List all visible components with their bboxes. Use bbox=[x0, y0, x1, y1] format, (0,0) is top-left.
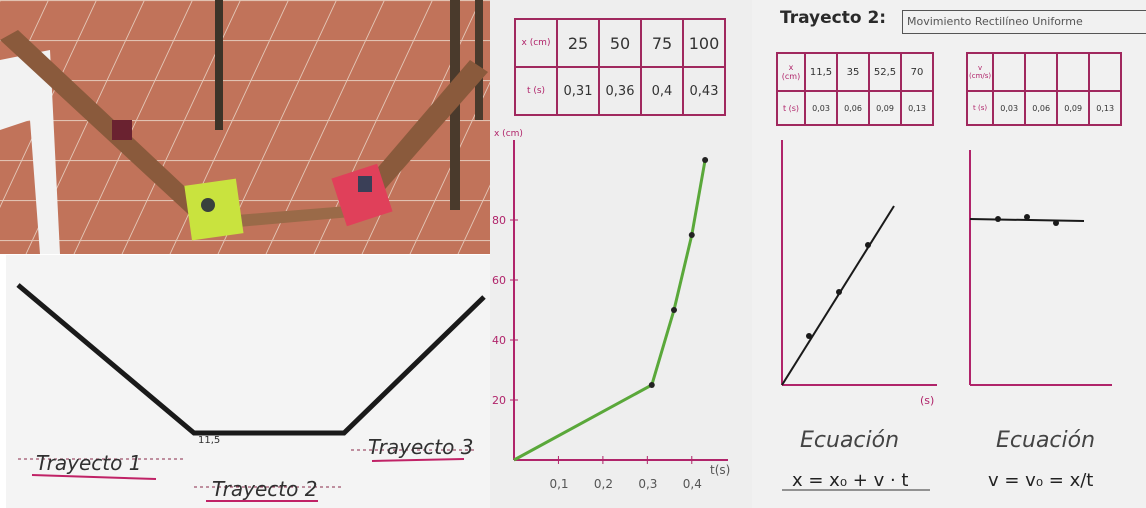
section-3-label: Trayecto 3 bbox=[368, 435, 474, 459]
x-value: 75 bbox=[640, 18, 684, 68]
table-row: t (s) 0,03 0,06 0,09 0,13 bbox=[776, 90, 934, 126]
position-time-graph: x (cm) 25 50 75 100 t (s) 0,31 0,36 0,4 … bbox=[490, 0, 752, 508]
track-profile bbox=[16, 283, 486, 436]
velocity-table: v (cm/s) t (s) 0,03 0,06 0,09 0,13 bbox=[965, 52, 1123, 126]
left-ramp bbox=[0, 30, 215, 225]
x-tick-label: 0,1 bbox=[549, 477, 568, 491]
data-point bbox=[836, 289, 842, 295]
equation-label-1: Ecuación bbox=[800, 428, 900, 453]
x-value: 50 bbox=[598, 18, 642, 68]
stool-leg bbox=[215, 0, 223, 130]
notes-graphs bbox=[781, 140, 1112, 491]
t-value: 0,06 bbox=[1024, 90, 1059, 126]
right-ramp bbox=[350, 60, 488, 212]
x-value: 35 bbox=[836, 52, 870, 92]
v-cell bbox=[992, 52, 1027, 92]
y-tick-label: 40 bbox=[492, 334, 506, 347]
data-point bbox=[688, 232, 695, 238]
sensor-dot bbox=[201, 198, 215, 212]
v-header: v (cm/s) bbox=[965, 52, 995, 92]
axis-label-t: (s) bbox=[920, 394, 935, 407]
t-value: 0,13 bbox=[900, 90, 934, 126]
v-cell bbox=[1088, 52, 1123, 92]
t-value: 0,36 bbox=[598, 66, 642, 116]
x-value: 52,5 bbox=[868, 52, 902, 92]
tile-floor bbox=[0, 0, 490, 254]
table-row: v (cm/s) bbox=[965, 52, 1123, 92]
t-value: 0,09 bbox=[868, 90, 902, 126]
t-value: 0,31 bbox=[556, 66, 600, 116]
data-point bbox=[806, 333, 812, 339]
red-card bbox=[331, 163, 393, 227]
x-value: 25 bbox=[556, 18, 600, 68]
start-value-label: 11,5 bbox=[198, 435, 221, 446]
track-sketch: Trayecto 1 Trayecto 2 Trayecto 3 11,5 bbox=[6, 255, 490, 508]
equation-1: x = x₀ + v · t bbox=[792, 470, 909, 491]
t-header: t (s) bbox=[965, 90, 995, 126]
sensor-dot bbox=[358, 176, 372, 192]
equation-2: v = v₀ = x/t bbox=[988, 470, 1094, 491]
white-chair bbox=[0, 50, 60, 254]
x-value: 70 bbox=[900, 52, 934, 92]
graph-data-table: x (cm) 25 50 75 100 t (s) 0,31 0,36 0,4 … bbox=[514, 18, 726, 116]
green-card bbox=[184, 178, 244, 241]
x-tick-label: 0,2 bbox=[594, 477, 613, 491]
x-tick-label: 0,3 bbox=[638, 477, 657, 491]
ramp-photo-drawing bbox=[0, 0, 490, 254]
data-point bbox=[865, 242, 871, 248]
data-point bbox=[995, 216, 1001, 222]
x-value: 100 bbox=[682, 18, 726, 68]
x-value: 11,5 bbox=[804, 52, 838, 92]
table-row: t (s) 0,03 0,06 0,09 0,13 bbox=[965, 90, 1123, 126]
t-header: t (s) bbox=[776, 90, 806, 126]
y-tick-label: 60 bbox=[492, 274, 506, 287]
position-table: x (cm) 11,5 35 52,5 70 t (s) 0,03 0,06 0… bbox=[776, 52, 934, 126]
chart-svg: 20 40 60 80 0,1 0,2 0,3 0,4 t(s) x (cm) bbox=[492, 129, 730, 491]
t-value: 0,03 bbox=[804, 90, 838, 126]
t-value: 0,4 bbox=[640, 66, 684, 116]
x-axis-label: t(s) bbox=[710, 463, 730, 477]
section-3-underline bbox=[371, 458, 465, 462]
y-tick-label: 80 bbox=[492, 214, 506, 227]
data-point bbox=[648, 382, 655, 388]
table-row: t (s) 0,31 0,36 0,4 0,43 bbox=[514, 66, 726, 116]
y-axis-label: x (cm) bbox=[494, 129, 523, 139]
t-value: 0,13 bbox=[1088, 90, 1123, 126]
data-point bbox=[702, 157, 709, 163]
position-line bbox=[781, 205, 895, 386]
data-point bbox=[671, 307, 677, 313]
t-value: 0,43 bbox=[682, 66, 726, 116]
t-value: 0,03 bbox=[992, 90, 1027, 126]
notes-subtitle: Movimiento Rectilíneo Uniforme bbox=[902, 10, 1146, 34]
v-cell bbox=[1024, 52, 1059, 92]
x-header: x (cm) bbox=[514, 18, 558, 68]
y-tick-label: 20 bbox=[492, 394, 506, 407]
small-block bbox=[112, 120, 132, 140]
notes-page: Trayecto 2: Movimiento Rectilíneo Unifor… bbox=[752, 0, 1146, 508]
data-point bbox=[1024, 214, 1030, 220]
section-1-label: Trayecto 1 bbox=[36, 451, 142, 475]
notes-title: Trayecto 2: bbox=[780, 8, 887, 28]
data-point bbox=[1053, 220, 1059, 226]
t-value: 0,06 bbox=[836, 90, 870, 126]
track-sketch-drawing bbox=[16, 283, 486, 502]
v-cell bbox=[1056, 52, 1091, 92]
section-1-underline bbox=[31, 474, 157, 480]
t-header: t (s) bbox=[514, 66, 558, 116]
table-row: x (cm) 11,5 35 52,5 70 bbox=[776, 52, 934, 92]
x-header: x (cm) bbox=[776, 52, 806, 92]
ramp-photo bbox=[0, 0, 490, 254]
equation-label-2: Ecuación bbox=[996, 428, 1096, 453]
section-2-label: Trayecto 2 bbox=[212, 477, 318, 501]
t-value: 0,09 bbox=[1056, 90, 1091, 126]
x-tick-label: 0,4 bbox=[683, 477, 702, 491]
table-row: x (cm) 25 50 75 100 bbox=[514, 18, 726, 68]
stool-leg bbox=[475, 0, 483, 120]
